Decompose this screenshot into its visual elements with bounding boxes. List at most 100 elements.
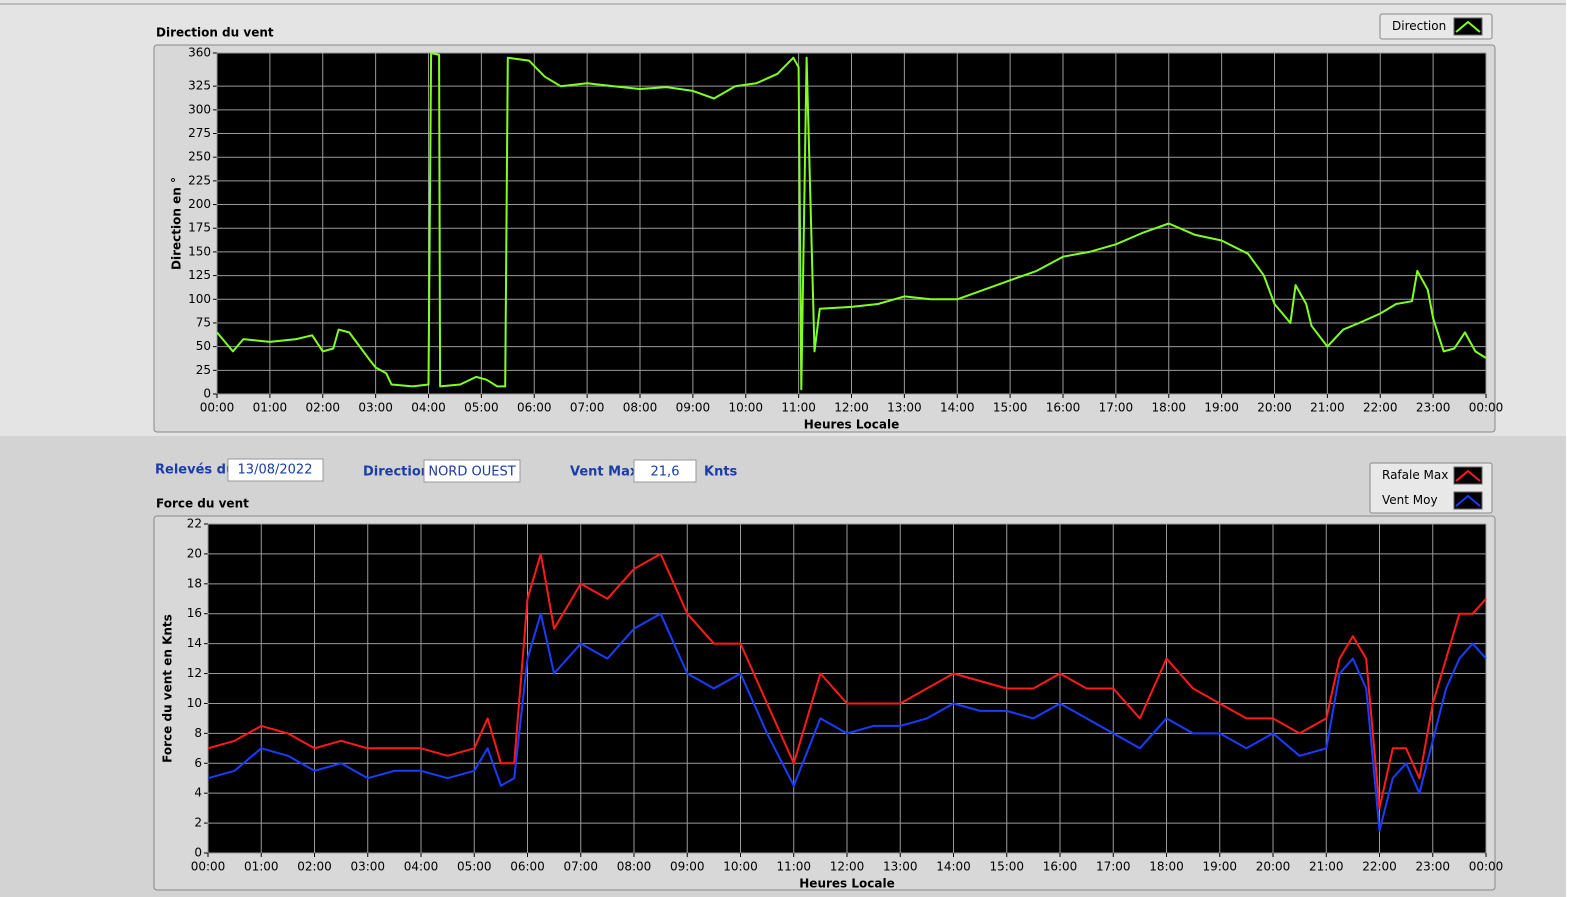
x-tick-label: 01:00 bbox=[253, 401, 288, 415]
y-tick-label: 2 bbox=[194, 816, 202, 830]
x-tick-label: 01:00 bbox=[244, 860, 279, 874]
y-tick-label: 150 bbox=[188, 244, 211, 258]
max-field[interactable] bbox=[633, 459, 697, 483]
x-tick-label: 09:00 bbox=[670, 860, 705, 874]
x-tick-label: 14:00 bbox=[936, 860, 971, 874]
unit-label: Knts bbox=[704, 465, 738, 480]
x-tick-label: 10:00 bbox=[728, 401, 763, 415]
x-tick-label: 15:00 bbox=[993, 401, 1028, 415]
y-tick-label: 75 bbox=[196, 315, 211, 329]
x-tick-label: 12:00 bbox=[834, 401, 869, 415]
x-tick-label: 21:00 bbox=[1310, 401, 1345, 415]
y-tick-label: 6 bbox=[194, 756, 202, 770]
x-tick-label: 20:00 bbox=[1257, 401, 1292, 415]
y-tick-label: 4 bbox=[194, 786, 202, 800]
y-tick-label: 20 bbox=[187, 546, 202, 560]
x-tick-label: 10:00 bbox=[723, 860, 758, 874]
max-value: 21,6 bbox=[651, 465, 680, 480]
x-tick-label: 11:00 bbox=[776, 860, 811, 874]
x-tick-label: 16:00 bbox=[1043, 860, 1078, 874]
x-tick-label: 03:00 bbox=[350, 860, 385, 874]
y-tick-label: 325 bbox=[188, 79, 211, 93]
y-tick-label: 8 bbox=[194, 726, 202, 740]
x-tick-label: 22:00 bbox=[1363, 401, 1398, 415]
y-tick-label: 14 bbox=[187, 636, 202, 650]
legend-swatch bbox=[1455, 494, 1481, 507]
legend-swatch-bg bbox=[1453, 17, 1483, 36]
x-tick-label: 13:00 bbox=[883, 860, 918, 874]
direction-field[interactable] bbox=[423, 459, 521, 483]
data-line bbox=[207, 612, 1487, 832]
y-tick-label: 10 bbox=[187, 696, 202, 710]
max-label: Vent Max bbox=[570, 465, 639, 480]
x-tick-label: 08:00 bbox=[617, 860, 652, 874]
direction-label: Direction bbox=[363, 465, 430, 480]
chart-title: Force du vent bbox=[156, 497, 249, 511]
legend-label: Vent Moy bbox=[1382, 493, 1438, 507]
x-tick-label: 03:00 bbox=[358, 401, 393, 415]
date-label: Relevés du bbox=[155, 463, 235, 478]
data-line bbox=[207, 552, 1487, 810]
x-tick-label: 07:00 bbox=[563, 860, 598, 874]
x-tick-label: 21:00 bbox=[1309, 860, 1344, 874]
y-tick-label: 225 bbox=[188, 173, 211, 187]
x-tick-label: 19:00 bbox=[1202, 860, 1237, 874]
x-tick-label: 06:00 bbox=[517, 401, 552, 415]
x-tick-label: 17:00 bbox=[1099, 401, 1134, 415]
x-tick-label: 18:00 bbox=[1151, 401, 1186, 415]
x-tick-label: 08:00 bbox=[623, 401, 658, 415]
date-field[interactable] bbox=[227, 458, 324, 482]
x-tick-label: 13:00 bbox=[887, 401, 922, 415]
legend-swatch-bg bbox=[1453, 466, 1483, 485]
legend-label: Rafale Max bbox=[1382, 468, 1448, 482]
x-tick-label: 02:00 bbox=[305, 401, 340, 415]
direction-value: NORD OUEST bbox=[428, 465, 515, 480]
date-value: 13/08/2022 bbox=[238, 463, 313, 478]
x-axis-label: Heures Locale bbox=[804, 418, 899, 432]
x-tick-label: 00:00 bbox=[1469, 860, 1504, 874]
x-tick-label: 04:00 bbox=[404, 860, 439, 874]
x-tick-label: 00:00 bbox=[191, 860, 226, 874]
x-tick-label: 05:00 bbox=[464, 401, 499, 415]
x-tick-label: 11:00 bbox=[781, 401, 816, 415]
x-tick-label: 17:00 bbox=[1096, 860, 1131, 874]
x-tick-label: 00:00 bbox=[1469, 401, 1504, 415]
y-tick-label: 22 bbox=[187, 517, 202, 531]
x-tick-label: 23:00 bbox=[1416, 401, 1451, 415]
data-line bbox=[216, 52, 1487, 391]
y-tick-label: 250 bbox=[188, 150, 211, 164]
x-tick-label: 02:00 bbox=[297, 860, 332, 874]
legend-swatch bbox=[1455, 20, 1481, 33]
y-tick-label: 300 bbox=[188, 102, 211, 116]
chart-title: Direction du vent bbox=[156, 26, 274, 40]
y-tick-label: 18 bbox=[187, 576, 202, 590]
y-tick-label: 16 bbox=[187, 606, 202, 620]
legend-swatch bbox=[1455, 469, 1481, 482]
y-tick-label: 100 bbox=[188, 292, 211, 306]
legend-label: Direction bbox=[1392, 19, 1446, 33]
y-tick-label: 12 bbox=[187, 666, 202, 680]
x-tick-label: 12:00 bbox=[830, 860, 865, 874]
y-axis-label: Direction en ° bbox=[170, 177, 184, 270]
x-tick-label: 22:00 bbox=[1362, 860, 1397, 874]
y-tick-label: 125 bbox=[188, 268, 211, 282]
x-tick-label: 09:00 bbox=[676, 401, 711, 415]
x-tick-label: 07:00 bbox=[570, 401, 605, 415]
x-tick-label: 15:00 bbox=[989, 860, 1024, 874]
y-tick-label: 50 bbox=[196, 339, 211, 353]
y-tick-label: 0 bbox=[203, 387, 211, 401]
x-tick-label: 06:00 bbox=[510, 860, 545, 874]
x-tick-label: 05:00 bbox=[457, 860, 492, 874]
x-tick-label: 00:00 bbox=[200, 401, 235, 415]
y-tick-label: 275 bbox=[188, 126, 211, 140]
right-edge bbox=[1566, 0, 1578, 897]
y-tick-label: 200 bbox=[188, 197, 211, 211]
y-tick-label: 25 bbox=[196, 363, 211, 377]
y-tick-label: 360 bbox=[188, 46, 211, 60]
x-tick-label: 20:00 bbox=[1256, 860, 1291, 874]
y-axis-label: Force du vent en Knts bbox=[161, 614, 175, 763]
x-tick-label: 16:00 bbox=[1046, 401, 1081, 415]
x-tick-label: 23:00 bbox=[1415, 860, 1450, 874]
x-axis-label: Heures Locale bbox=[799, 877, 894, 891]
